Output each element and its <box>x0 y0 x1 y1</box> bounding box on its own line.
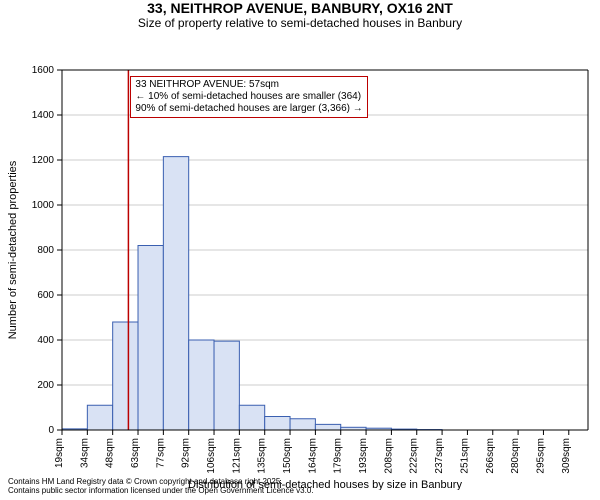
svg-text:1200: 1200 <box>32 155 55 166</box>
svg-text:193sqm: 193sqm <box>358 438 369 474</box>
footer-attribution: Contains HM Land Registry data © Crown c… <box>8 478 314 496</box>
svg-text:63sqm: 63sqm <box>130 438 141 468</box>
svg-text:150sqm: 150sqm <box>282 438 293 474</box>
svg-text:1400: 1400 <box>32 110 55 121</box>
chart-subtitle: Size of property relative to semi-detach… <box>0 16 600 30</box>
svg-text:200: 200 <box>37 380 54 391</box>
svg-text:800: 800 <box>37 245 54 256</box>
svg-text:266sqm: 266sqm <box>485 438 496 474</box>
svg-text:600: 600 <box>37 290 54 301</box>
svg-text:400: 400 <box>37 335 54 346</box>
annotation-line2: ← 10% of semi-detached houses are smalle… <box>135 91 362 103</box>
svg-text:1000: 1000 <box>32 200 55 211</box>
svg-text:135sqm: 135sqm <box>257 438 268 474</box>
svg-text:19sqm: 19sqm <box>54 438 65 468</box>
svg-text:251sqm: 251sqm <box>459 438 470 474</box>
annotation-callout: 33 NEITHROP AVENUE: 57sqm ← 10% of semi-… <box>130 76 367 118</box>
svg-text:208sqm: 208sqm <box>383 438 394 474</box>
svg-text:295sqm: 295sqm <box>535 438 546 474</box>
annotation-line1: 33 NEITHROP AVENUE: 57sqm <box>135 79 362 91</box>
svg-text:106sqm: 106sqm <box>206 438 217 474</box>
svg-text:48sqm: 48sqm <box>105 438 116 468</box>
svg-text:1600: 1600 <box>32 65 55 76</box>
svg-text:280sqm: 280sqm <box>510 438 521 474</box>
svg-text:77sqm: 77sqm <box>155 438 166 468</box>
annotation-line3: 90% of semi-detached houses are larger (… <box>135 103 362 115</box>
svg-text:309sqm: 309sqm <box>561 438 572 474</box>
footer-line2: Contains public sector information licen… <box>8 487 314 496</box>
svg-text:179sqm: 179sqm <box>333 438 344 474</box>
svg-text:Number of semi-detached proper: Number of semi-detached properties <box>7 160 19 339</box>
svg-text:222sqm: 222sqm <box>409 438 420 474</box>
svg-text:121sqm: 121sqm <box>231 438 242 474</box>
svg-text:92sqm: 92sqm <box>181 438 192 468</box>
svg-text:237sqm: 237sqm <box>434 438 445 474</box>
svg-text:0: 0 <box>48 425 54 436</box>
svg-text:164sqm: 164sqm <box>307 438 318 474</box>
chart-title: 33, NEITHROP AVENUE, BANBURY, OX16 2NT <box>0 0 600 16</box>
chart-container: 33, NEITHROP AVENUE, BANBURY, OX16 2NT S… <box>0 0 600 500</box>
svg-text:34sqm: 34sqm <box>79 438 90 468</box>
